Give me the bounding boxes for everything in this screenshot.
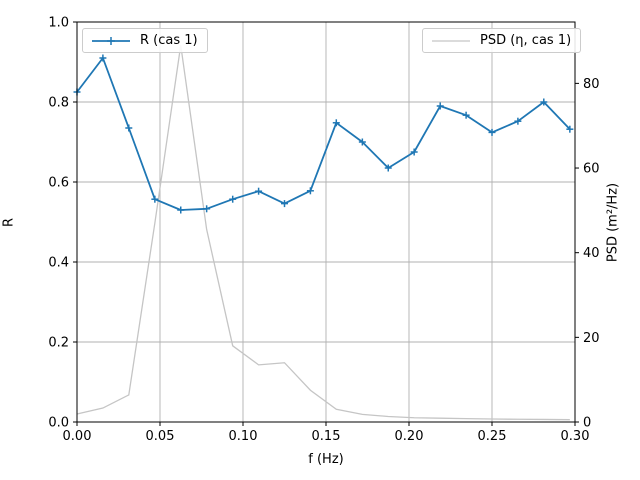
y-left-tick-label: 1.0 [48, 16, 69, 31]
legend-psd-label: PSD (η, cas 1) [480, 33, 572, 48]
y-right-tick-label: 40 [583, 246, 600, 261]
y-left-tick-label: 0.8 [48, 96, 69, 111]
y-left-tick-label: 0.4 [48, 256, 69, 271]
y-right-tick-label: 60 [583, 162, 600, 177]
legend-r-label: R (cas 1) [140, 33, 198, 48]
x-tick-label: 0.15 [312, 429, 341, 444]
x-tick-label: 0.05 [146, 429, 175, 444]
y-right-tick-label: 20 [583, 331, 600, 346]
r-line [76, 57, 571, 211]
y-right-tick-label: 80 [583, 77, 600, 92]
legend-psd: PSD (η, cas 1) [422, 28, 582, 53]
x-tick-label: 0.30 [561, 429, 590, 444]
legend-r: R (cas 1) [82, 28, 208, 53]
x-tick-label: 0.25 [478, 429, 507, 444]
x-axis-label: f (Hz) [308, 452, 344, 467]
y-left-tick-label: 0.2 [48, 336, 69, 351]
psd-line [76, 45, 570, 421]
x-tick-label: 0.20 [395, 429, 424, 444]
legend-line-sample-psd [432, 39, 470, 42]
y-left-tick-label: 0.0 [48, 416, 69, 431]
x-tick-label: 0.00 [63, 429, 92, 444]
y-right-tick-label: 0 [583, 416, 591, 431]
y-axis-label-right: PSD (m²/Hz) [605, 182, 621, 263]
x-tick-label: 0.10 [229, 429, 258, 444]
y-axis-label-left: R [1, 217, 17, 228]
y-left-tick-label: 0.6 [48, 176, 69, 191]
legend-line-sample-r [92, 36, 130, 45]
